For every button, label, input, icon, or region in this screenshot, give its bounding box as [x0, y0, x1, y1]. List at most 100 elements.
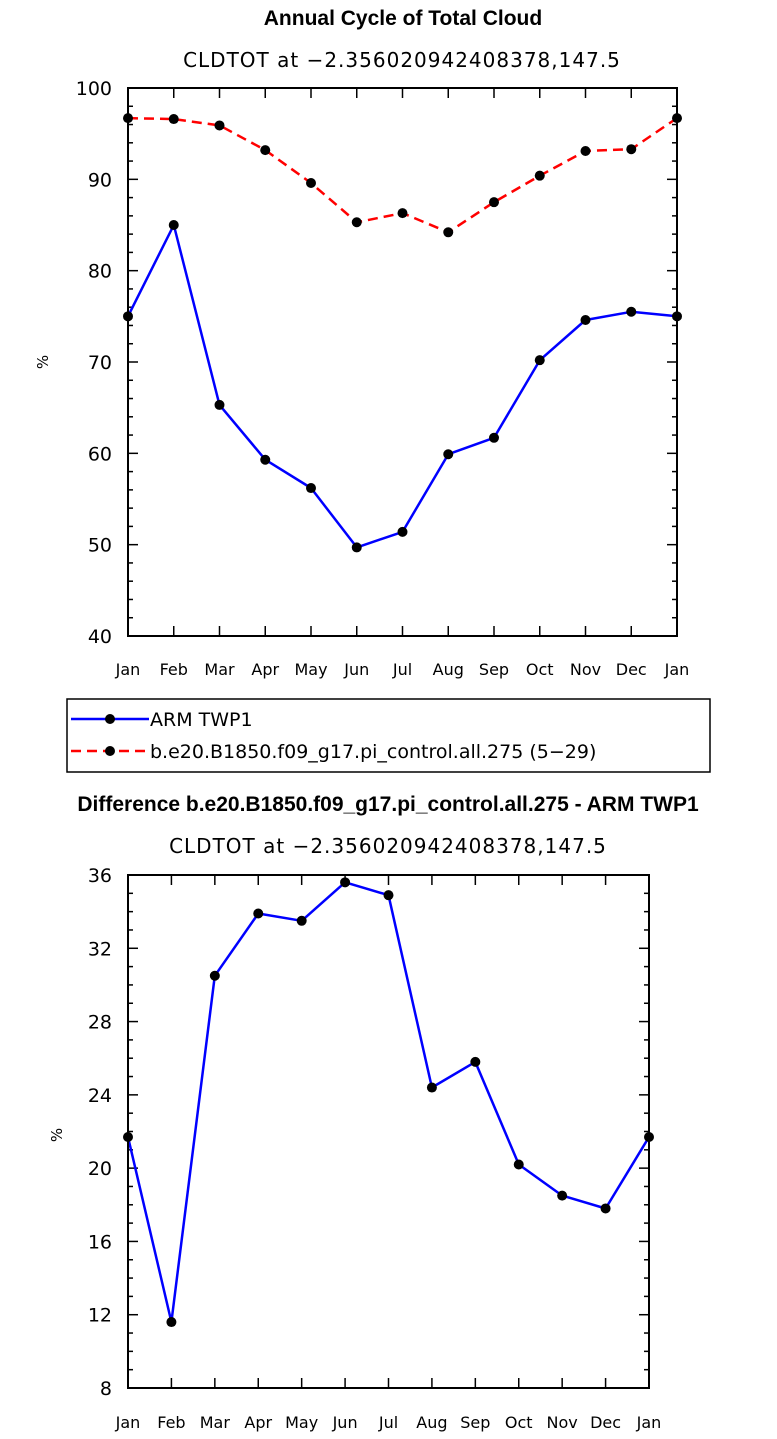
y-tick-label: 16: [88, 1231, 112, 1253]
x-tick-label: Jul: [392, 660, 412, 679]
data-point: [351, 542, 362, 553]
y-tick-label: 70: [88, 352, 112, 374]
data-point: [209, 970, 220, 981]
y-tick-label: 12: [88, 1305, 112, 1327]
data-point: [600, 1203, 611, 1214]
chart2-x-tick-labels: Jan Feb Mar Apr May Jun Jul Aug Sep Oct Nov Dec Jan: [115, 1413, 662, 1432]
data-point: [513, 1159, 524, 1170]
data-point: [489, 432, 499, 443]
x-tick-label: Sep: [460, 1413, 490, 1432]
x-tick-label: Jul: [378, 1413, 398, 1432]
x-tick-label: Jan: [115, 1413, 141, 1432]
chart1-subtitle: CLDTOT at −2.356020942408378,147.5: [183, 48, 621, 72]
data-point: [214, 399, 225, 410]
data-point: [534, 355, 545, 366]
data-point: [443, 449, 454, 460]
y-tick-label: 80: [88, 261, 112, 283]
data-point: [260, 145, 271, 156]
legend-entry-model: b.e20.B1850.f09_g17.pi_control.all.275 (…: [71, 741, 596, 763]
x-tick-label: Dec: [616, 660, 647, 679]
chart2-subtitle: CLDTOT at −2.356020942408378,147.5: [169, 834, 607, 858]
chart2-series: [123, 877, 654, 1328]
x-tick-label: May: [285, 1413, 318, 1432]
y-tick-label: 28: [88, 1012, 112, 1034]
x-tick-label: Sep: [479, 660, 509, 679]
y-tick-label: 24: [88, 1085, 112, 1107]
x-tick-label: Jun: [343, 660, 369, 679]
data-point: [426, 1082, 437, 1093]
data-point: [253, 908, 264, 919]
data-point: [351, 217, 362, 228]
data-point: [557, 1190, 568, 1201]
y-tick-label: 36: [88, 865, 112, 887]
legend-entry-arm-twp1: ARM TWP1: [71, 709, 253, 731]
x-tick-label: Jan: [664, 660, 690, 679]
data-point: [306, 177, 316, 188]
x-tick-label: Nov: [570, 660, 601, 679]
data-point: [168, 220, 179, 230]
data-point: [626, 144, 637, 155]
data-point: [397, 208, 408, 219]
data-point: [260, 454, 271, 465]
chart1-y-axis-label: %: [34, 355, 52, 369]
data-point: [296, 915, 307, 926]
data-point: [470, 1056, 481, 1067]
data-point: [306, 483, 316, 494]
x-tick-label: Jun: [332, 1413, 358, 1432]
x-tick-label: Apr: [251, 660, 279, 679]
data-point: [340, 877, 351, 888]
chart1-y-tick-labels: 40 50 60 70 80 90 100: [76, 78, 112, 648]
y-tick-label: 100: [76, 78, 112, 100]
x-tick-label: Apr: [244, 1413, 272, 1432]
data-point: [489, 197, 499, 208]
x-tick-label: Oct: [526, 660, 554, 679]
data-point: [214, 120, 225, 131]
legend-label-arm-twp1: ARM TWP1: [150, 709, 253, 731]
data-point: [580, 314, 591, 325]
legend-box: [66, 698, 711, 773]
chart1-plot-frame: [127, 87, 678, 637]
y-tick-label: 40: [88, 626, 112, 648]
y-tick-label: 20: [88, 1158, 112, 1180]
y-tick-label: 50: [88, 535, 112, 557]
data-point: [626, 306, 637, 317]
data-point: [580, 146, 591, 157]
x-tick-label: Mar: [204, 660, 235, 679]
data-point: [397, 526, 408, 537]
legend-label-model: b.e20.B1850.f09_g17.pi_control.all.275 (…: [150, 741, 596, 763]
x-tick-label: Aug: [416, 1413, 447, 1432]
annual-cycle-chart: Annual Cycle of Total Cloud CLDTOT at −2…: [34, 7, 689, 679]
series-line-0: [126, 881, 651, 1324]
x-tick-label: Mar: [200, 1413, 231, 1432]
chart1-series: [123, 113, 682, 553]
chart1-title: Annual Cycle of Total Cloud: [264, 7, 542, 30]
x-tick-label: Dec: [590, 1413, 621, 1432]
data-point: [166, 1317, 177, 1328]
data-point: [383, 890, 394, 901]
data-point: [168, 114, 179, 125]
data-point: [534, 170, 545, 181]
chart2-axes: [127, 874, 650, 1389]
x-tick-label: Aug: [433, 660, 464, 679]
x-tick-label: Jan: [636, 1413, 662, 1432]
data-point: [443, 227, 454, 238]
x-tick-label: May: [294, 660, 327, 679]
x-tick-label: Oct: [505, 1413, 533, 1432]
y-tick-label: 32: [88, 938, 112, 960]
y-tick-label: 90: [88, 169, 112, 191]
chart2-y-axis-label: %: [48, 1128, 66, 1142]
x-tick-label: Feb: [157, 1413, 185, 1432]
y-tick-label: 8: [100, 1378, 112, 1400]
chart2-y-tick-labels: 8 12 16 20 24 28 32 36: [88, 865, 112, 1400]
series-line-0: [126, 223, 678, 549]
chart2-plot-frame: [127, 874, 650, 1389]
chart1-x-tick-labels: Jan Feb Mar Apr May Jun Jul Aug Sep Oct Nov Dec Jan: [115, 660, 690, 679]
legend-marker-arm-twp1: [105, 714, 115, 724]
chart2-title: Difference b.e20.B1850.f09_g17.pi_contro…: [77, 793, 699, 816]
legend-marker-model: [105, 746, 115, 756]
y-tick-label: 60: [88, 443, 112, 465]
chart1-legend: ARM TWP1 b.e20.B1850.f09_g17.pi_control.…: [66, 698, 711, 773]
difference-chart: Difference b.e20.B1850.f09_g17.pi_contro…: [48, 793, 699, 1432]
chart1-axes: [127, 87, 678, 637]
